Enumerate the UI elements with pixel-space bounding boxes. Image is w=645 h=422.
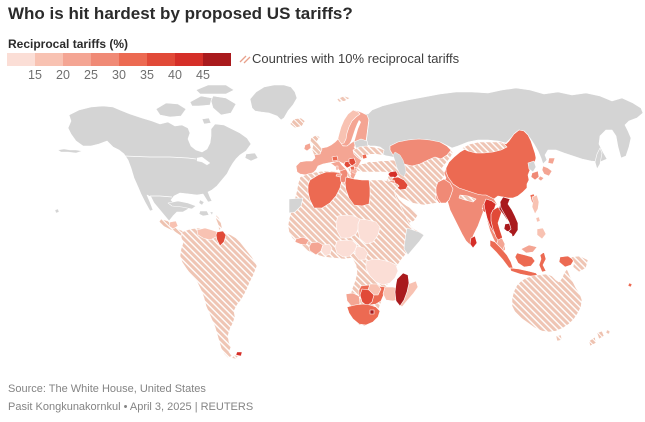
svg-text:20: 20: [56, 68, 70, 82]
svg-text:35: 35: [140, 68, 154, 82]
svg-text:25: 25: [84, 68, 98, 82]
svg-text:15: 15: [28, 68, 42, 82]
svg-text:30: 30: [112, 68, 126, 82]
svg-text:40: 40: [168, 68, 182, 82]
svg-text:45: 45: [196, 68, 210, 82]
